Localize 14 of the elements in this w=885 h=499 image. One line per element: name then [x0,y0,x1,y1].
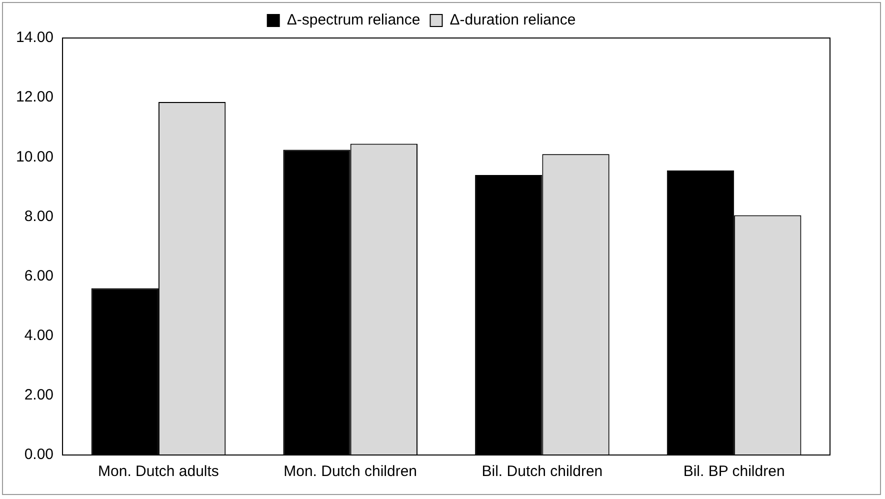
y-tick-label: 0.00 [24,446,54,464]
x-tick-label: Bil. BP children [683,463,785,480]
y-tick-label: 6.00 [24,267,54,284]
y-tick-label: 2.00 [24,386,54,404]
legend-label: Δ-duration reliance [450,12,576,29]
y-tick-label: 10.00 [16,148,54,166]
y-tick-label: 4.00 [24,327,54,344]
x-tick-label: Mon. Dutch children [284,463,418,480]
legend-label: Δ-spectrum reliance [286,12,420,29]
y-tick-label: 14.00 [16,29,54,46]
x-tick-label: Bil. Dutch children [482,463,603,480]
y-tick-label: 8.00 [24,208,54,225]
y-tick-label: 12.00 [16,88,54,106]
x-tick-label: Mon. Dutch adults [98,463,219,480]
